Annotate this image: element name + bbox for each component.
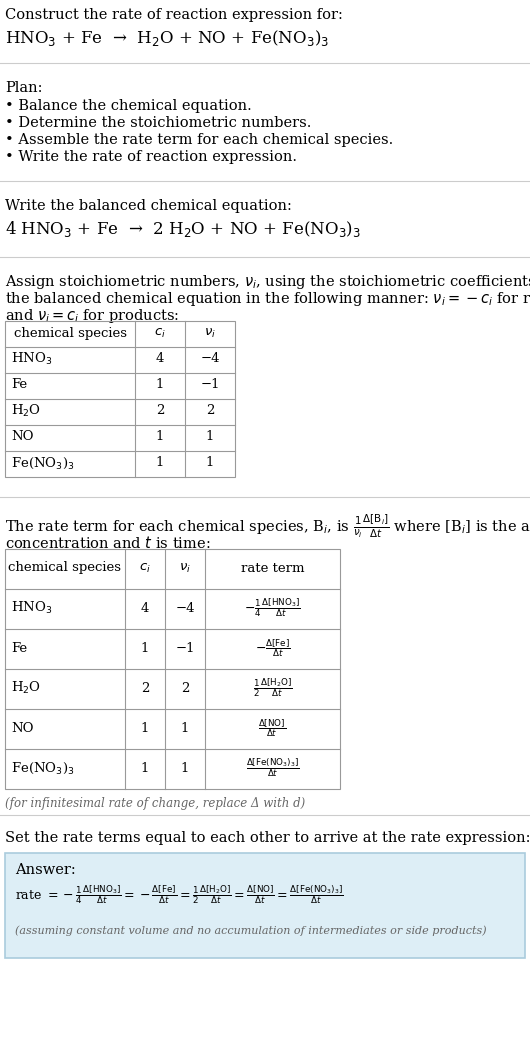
Text: 2: 2 [156,404,164,418]
Text: Fe(NO$_3$)$_3$: Fe(NO$_3$)$_3$ [11,455,74,471]
Text: 1: 1 [141,642,149,654]
Text: H$_2$O: H$_2$O [11,403,41,419]
Text: The rate term for each chemical species, B$_i$, is $\frac{1}{\nu_i}\frac{\Delta[: The rate term for each chemical species,… [5,513,530,541]
Text: NO: NO [11,721,33,735]
Text: 2: 2 [181,681,189,695]
Text: Write the balanced chemical equation:: Write the balanced chemical equation: [5,199,292,213]
Text: −1: −1 [175,642,195,654]
Text: 4 HNO$_3$ + Fe  →  2 H$_2$O + NO + Fe(NO$_3$)$_3$: 4 HNO$_3$ + Fe → 2 H$_2$O + NO + Fe(NO$_… [5,219,361,239]
Text: −4: −4 [175,601,195,615]
Text: HNO$_3$: HNO$_3$ [11,351,52,367]
Text: Fe: Fe [11,642,27,654]
Text: 1: 1 [181,762,189,774]
Text: the balanced chemical equation in the following manner: $\nu_i = -c_i$ for react: the balanced chemical equation in the fo… [5,290,530,308]
Text: $\nu_i$: $\nu_i$ [204,326,216,340]
Bar [5,549,340,789]
Text: chemical species: chemical species [8,562,121,574]
Text: $-\frac{1}{4}\frac{\Delta[\mathrm{HNO_3}]}{\Delta t}$: $-\frac{1}{4}\frac{\Delta[\mathrm{HNO_3}… [244,597,301,619]
Text: $\frac{\Delta[\mathrm{NO}]}{\Delta t}$: $\frac{\Delta[\mathrm{NO}]}{\Delta t}$ [259,717,287,739]
Text: $\nu_i$: $\nu_i$ [179,562,191,574]
Bar [5,853,525,958]
Text: $c_i$: $c_i$ [154,326,166,340]
Text: 1: 1 [206,456,214,470]
Text: rate $= -\frac{1}{4}\frac{\Delta[\mathrm{HNO_3}]}{\Delta t} = -\frac{\Delta[\mat: rate $= -\frac{1}{4}\frac{\Delta[\mathrm… [15,884,344,907]
Text: concentration and $t$ is time:: concentration and $t$ is time: [5,535,210,551]
Text: $c_i$: $c_i$ [139,562,151,574]
Text: 1: 1 [206,430,214,444]
Text: 1: 1 [141,762,149,774]
Bar [5,321,235,477]
Text: • Determine the stoichiometric numbers.: • Determine the stoichiometric numbers. [5,116,312,130]
Text: 4: 4 [156,352,164,366]
Text: Assign stoichiometric numbers, $\nu_i$, using the stoichiometric coefficients, $: Assign stoichiometric numbers, $\nu_i$, … [5,273,530,291]
Text: and $\nu_i = c_i$ for products:: and $\nu_i = c_i$ for products: [5,307,179,325]
Text: 1: 1 [181,721,189,735]
Text: Plan:: Plan: [5,81,42,95]
Text: Fe(NO$_3$)$_3$: Fe(NO$_3$)$_3$ [11,761,74,775]
Text: 1: 1 [156,430,164,444]
Text: 1: 1 [141,721,149,735]
Text: • Assemble the rate term for each chemical species.: • Assemble the rate term for each chemic… [5,133,393,147]
Text: NO: NO [11,430,33,444]
Text: $\frac{1}{2}\frac{\Delta[\mathrm{H_2O}]}{\Delta t}$: $\frac{1}{2}\frac{\Delta[\mathrm{H_2O}]}… [253,676,293,699]
Text: Fe: Fe [11,378,27,392]
Text: −4: −4 [200,352,220,366]
Text: 4: 4 [141,601,149,615]
Text: HNO$_3$: HNO$_3$ [11,600,52,616]
Text: Answer:: Answer: [15,863,76,877]
Text: • Balance the chemical equation.: • Balance the chemical equation. [5,99,252,113]
Text: $-\frac{\Delta[\mathrm{Fe}]}{\Delta t}$: $-\frac{\Delta[\mathrm{Fe}]}{\Delta t}$ [254,637,290,659]
Text: (assuming constant volume and no accumulation of intermediates or side products): (assuming constant volume and no accumul… [15,925,487,936]
Text: H$_2$O: H$_2$O [11,680,41,696]
Text: 1: 1 [156,456,164,470]
Text: • Write the rate of reaction expression.: • Write the rate of reaction expression. [5,150,297,164]
Text: −1: −1 [200,378,220,392]
Text: rate term: rate term [241,562,304,574]
Text: $\frac{\Delta[\mathrm{Fe(NO_3)_3}]}{\Delta t}$: $\frac{\Delta[\mathrm{Fe(NO_3)_3}]}{\Del… [245,756,299,779]
Text: 1: 1 [156,378,164,392]
Text: (for infinitesimal rate of change, replace Δ with d): (for infinitesimal rate of change, repla… [5,797,305,810]
Text: chemical species: chemical species [13,326,127,340]
Text: HNO$_3$ + Fe  →  H$_2$O + NO + Fe(NO$_3$)$_3$: HNO$_3$ + Fe → H$_2$O + NO + Fe(NO$_3$)$… [5,28,329,48]
Text: Set the rate terms equal to each other to arrive at the rate expression:: Set the rate terms equal to each other t… [5,832,530,845]
Text: Construct the rate of reaction expression for:: Construct the rate of reaction expressio… [5,8,343,22]
Text: 2: 2 [206,404,214,418]
Text: 2: 2 [141,681,149,695]
